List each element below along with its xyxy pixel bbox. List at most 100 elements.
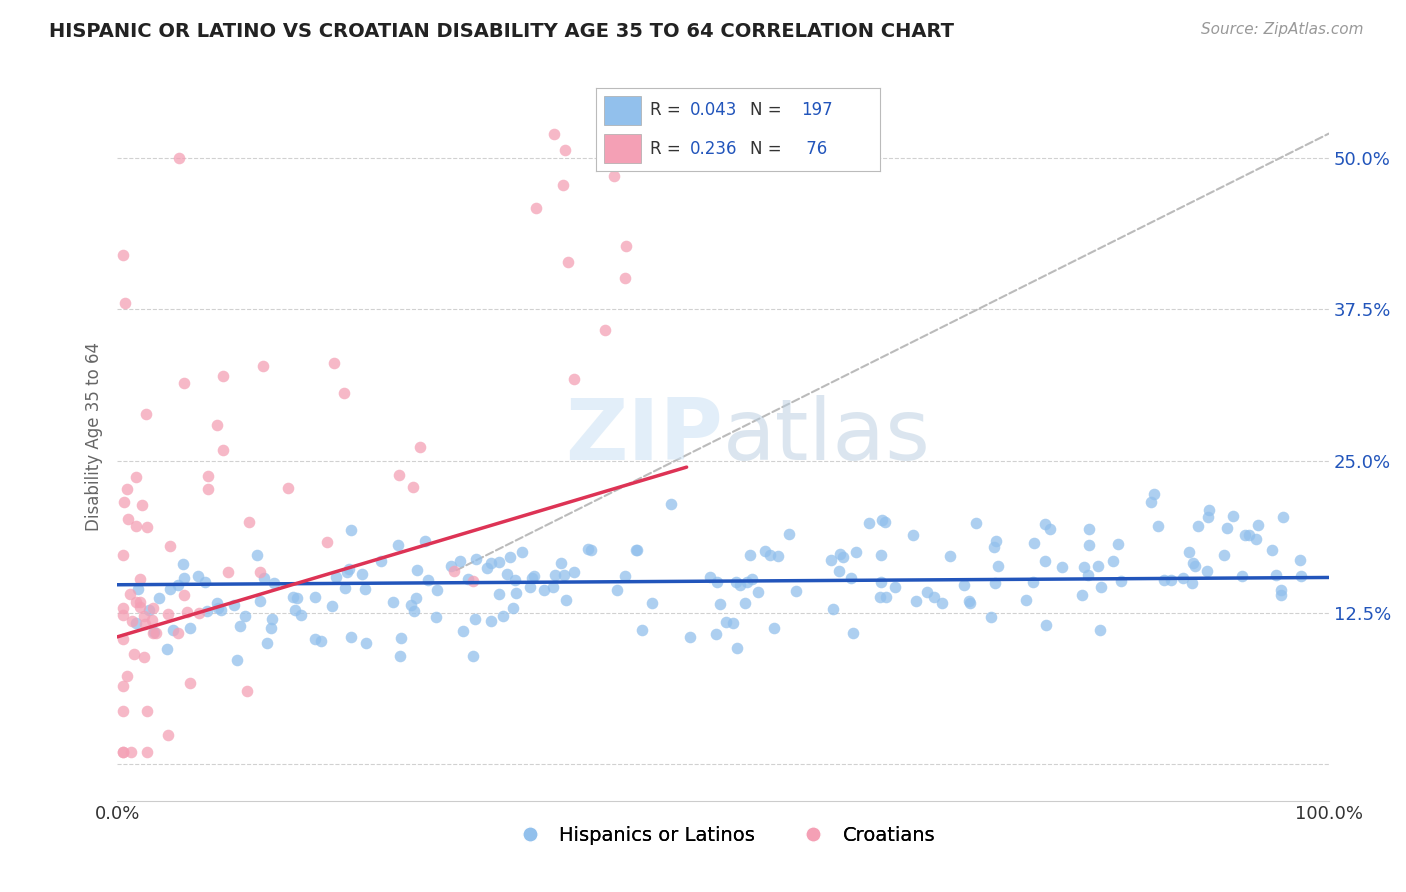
Point — [747, 585, 769, 599]
Point — [1088, 624, 1111, 638]
Point — [550, 556, 572, 570]
Point — [562, 566, 585, 580]
Point — [131, 498, 153, 512]
Point — [176, 605, 198, 619]
Point — [120, 587, 142, 601]
Point — [281, 590, 304, 604]
Point — [496, 567, 519, 582]
Point — [333, 385, 356, 400]
Point — [931, 596, 953, 610]
Point — [112, 704, 135, 718]
Point — [830, 547, 852, 561]
Point — [388, 468, 411, 483]
Point — [728, 578, 751, 592]
Point — [1077, 568, 1099, 582]
Point — [488, 555, 510, 569]
Point — [631, 623, 654, 637]
Point — [1077, 522, 1099, 536]
Point — [526, 201, 548, 215]
Point — [1078, 538, 1101, 552]
Point — [957, 594, 980, 608]
Point — [112, 608, 135, 623]
Point — [112, 548, 135, 562]
Point — [290, 608, 312, 623]
Point — [249, 594, 271, 608]
Point — [785, 584, 807, 599]
Point — [1107, 537, 1129, 551]
Point — [413, 533, 436, 548]
Point — [614, 239, 637, 253]
Point — [260, 621, 283, 635]
Point — [173, 376, 195, 390]
Point — [128, 595, 150, 609]
Point — [336, 566, 359, 580]
Point — [987, 559, 1010, 574]
Point — [132, 650, 155, 665]
Point — [1230, 568, 1253, 582]
Point — [166, 578, 188, 592]
Point — [875, 590, 897, 604]
Point — [136, 704, 159, 718]
Point — [706, 575, 728, 590]
Point — [984, 534, 1007, 549]
Point — [1050, 560, 1073, 574]
Point — [479, 614, 502, 628]
Text: HISPANIC OR LATINO VS CROATIAN DISABILITY AGE 35 TO 64 CORRELATION CHART: HISPANIC OR LATINO VS CROATIAN DISABILIT… — [49, 22, 955, 41]
Point — [304, 632, 326, 647]
Point — [917, 584, 939, 599]
Point — [1033, 516, 1056, 531]
Point — [1272, 509, 1295, 524]
Point — [1233, 528, 1256, 542]
Point — [873, 515, 896, 529]
Point — [1143, 487, 1166, 501]
Legend: Hispanics or Latinos, Croatians: Hispanics or Latinos, Croatians — [503, 818, 943, 853]
Point — [129, 599, 152, 614]
Point — [382, 595, 405, 609]
Point — [112, 632, 135, 647]
Point — [832, 550, 855, 565]
Point — [505, 574, 527, 588]
Point — [125, 519, 148, 533]
Point — [1216, 521, 1239, 535]
Point — [136, 520, 159, 534]
Point — [904, 594, 927, 608]
Text: ZIP: ZIP — [565, 395, 723, 478]
Point — [449, 554, 471, 568]
Point — [141, 613, 163, 627]
Point — [499, 550, 522, 565]
Point — [533, 582, 555, 597]
Point — [870, 574, 893, 589]
Point — [593, 323, 616, 337]
Point — [451, 624, 474, 638]
Text: Source: ZipAtlas.com: Source: ZipAtlas.com — [1201, 22, 1364, 37]
Point — [252, 359, 274, 374]
Point — [339, 630, 361, 644]
Point — [350, 566, 373, 581]
Point — [156, 641, 179, 656]
Point — [337, 561, 360, 575]
Point — [173, 588, 195, 602]
Point — [112, 601, 135, 615]
Point — [606, 582, 628, 597]
Point — [112, 745, 135, 759]
Point — [387, 538, 409, 552]
Point — [388, 649, 411, 664]
Point — [117, 512, 139, 526]
Point — [479, 556, 502, 570]
Point — [122, 648, 145, 662]
Point — [762, 621, 785, 635]
Point — [157, 728, 180, 742]
Point — [1181, 575, 1204, 590]
Point — [821, 602, 844, 616]
Point — [641, 596, 664, 610]
Point — [217, 566, 239, 580]
Point — [194, 574, 217, 589]
Point — [260, 612, 283, 626]
Point — [1021, 574, 1043, 589]
Point — [554, 143, 576, 157]
Point — [401, 599, 423, 613]
Point — [553, 178, 575, 193]
Point — [699, 570, 721, 584]
Point — [1178, 545, 1201, 559]
Point — [510, 545, 533, 559]
